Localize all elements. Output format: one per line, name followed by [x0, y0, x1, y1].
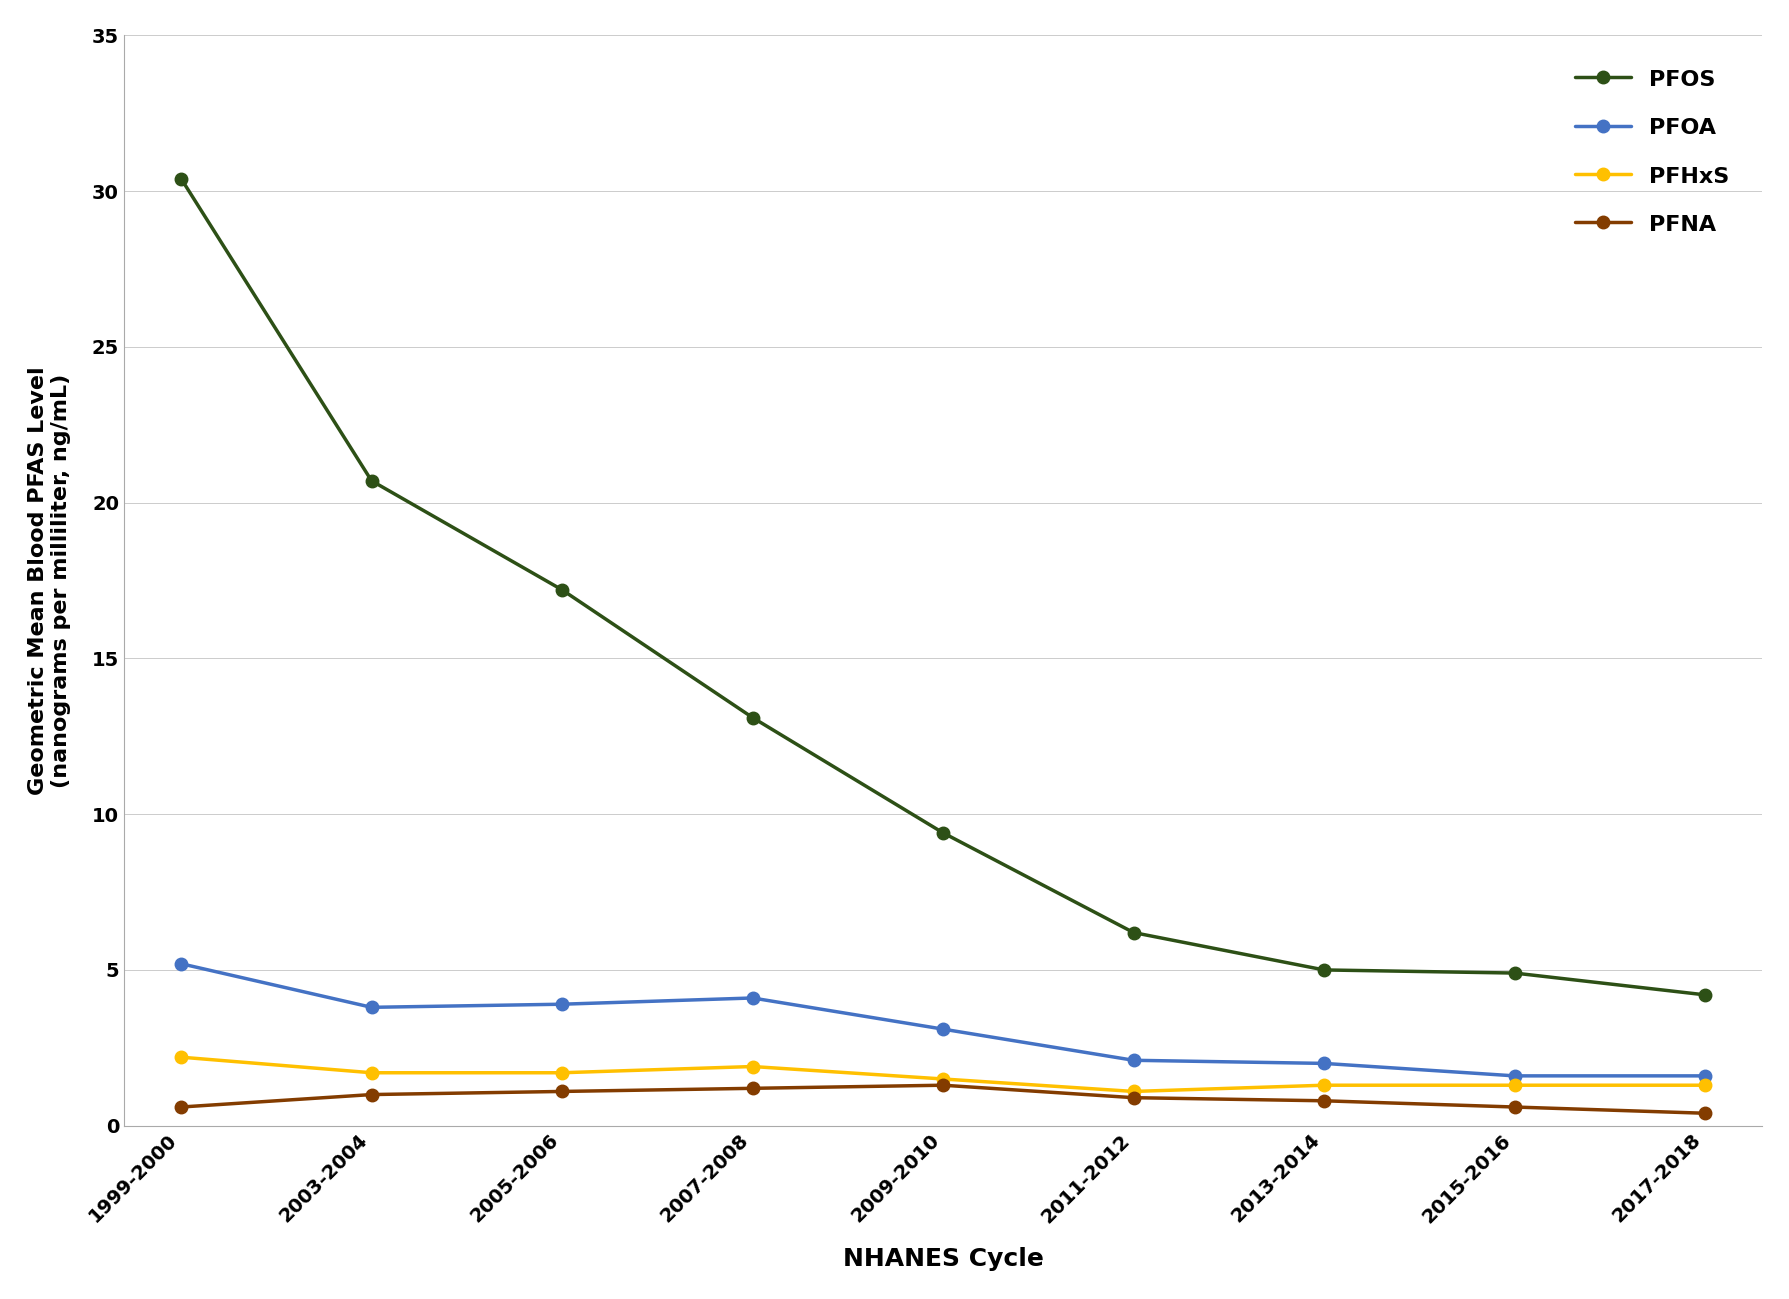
- PFOS: [170, 170, 191, 186]
- PFNA: [1313, 1092, 1335, 1108]
- X-axis label: NHANES Cycle: NHANES Cycle: [843, 1247, 1043, 1272]
- PFNA: [170, 1099, 191, 1115]
- PFNA: [741, 1081, 762, 1096]
- PFOA: [932, 1021, 954, 1037]
- PFOA: [361, 999, 383, 1015]
- Y-axis label: Geometric Mean Blood PFAS Level
(nanograms per milliliter, ng/mL): Geometric Mean Blood PFAS Level (nanogra…: [29, 366, 72, 795]
- PFHxS: [932, 1072, 954, 1087]
- PFOA: [741, 990, 762, 1005]
- PFOS: [361, 473, 383, 488]
- PFHxS: [1694, 1077, 1716, 1092]
- PFHxS: [1313, 1077, 1335, 1092]
- PFNA: [1694, 1105, 1716, 1121]
- Legend: PFOS, PFOA, PFHxS, PFNA: PFOS, PFOA, PFHxS, PFNA: [1553, 47, 1750, 257]
- PFHxS: [170, 1050, 191, 1065]
- PFNA: [1122, 1090, 1143, 1105]
- PFNA: [361, 1087, 383, 1103]
- PFHxS: [741, 1059, 762, 1074]
- PFHxS: [551, 1065, 572, 1081]
- PFHxS: [1122, 1083, 1143, 1099]
- PFOA: [1313, 1056, 1335, 1072]
- PFOS: [551, 582, 572, 598]
- Line: PFHxS: PFHxS: [175, 1051, 1710, 1098]
- PFHxS: [361, 1065, 383, 1081]
- Line: PFNA: PFNA: [175, 1079, 1710, 1120]
- PFOS: [741, 709, 762, 725]
- Line: PFOS: PFOS: [175, 173, 1710, 1002]
- PFNA: [932, 1077, 954, 1092]
- PFOA: [170, 956, 191, 972]
- PFOS: [1122, 925, 1143, 940]
- PFNA: [551, 1083, 572, 1099]
- PFOA: [1694, 1068, 1716, 1083]
- Line: PFOA: PFOA: [175, 957, 1710, 1082]
- PFOA: [1122, 1052, 1143, 1068]
- PFOA: [1503, 1068, 1524, 1083]
- PFOS: [1313, 963, 1335, 978]
- PFOS: [1694, 987, 1716, 1003]
- PFOS: [932, 825, 954, 840]
- PFOA: [551, 996, 572, 1012]
- PFOS: [1503, 965, 1524, 981]
- PFNA: [1503, 1099, 1524, 1115]
- PFHxS: [1503, 1077, 1524, 1092]
